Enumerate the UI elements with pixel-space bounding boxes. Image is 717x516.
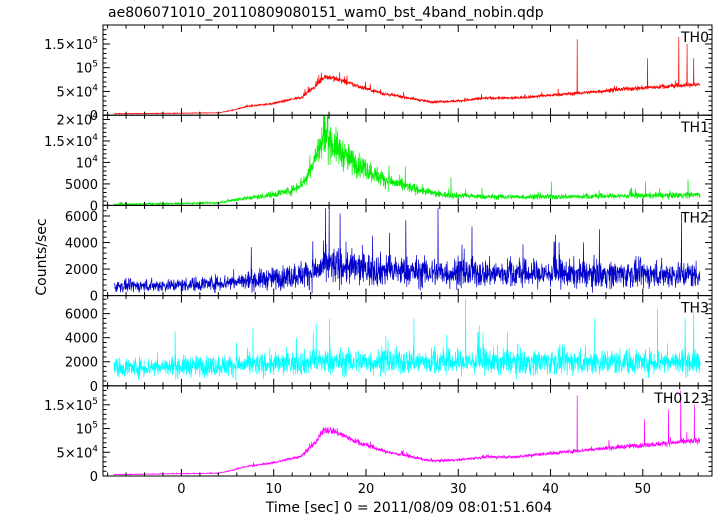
y-tick-label: 1.5×104 [44, 133, 98, 150]
y-tick-label: 105 [76, 60, 98, 77]
y-tick-label: 1.5×105 [44, 36, 98, 53]
series-line-th2 [113, 205, 701, 294]
panel-label-th3: TH3 [680, 301, 709, 317]
panel-frame [102, 385, 713, 477]
x-tick-label: 50 [635, 482, 652, 497]
series-line-th0 [113, 36, 701, 115]
series-line-th0123 [113, 390, 701, 476]
panel-label-th2: TH2 [680, 210, 709, 226]
y-tick-label: 105 [76, 421, 98, 438]
x-tick-label: 10 [265, 482, 282, 497]
y-tick-label: 1.5×105 [44, 397, 98, 414]
panel-frame [102, 24, 713, 116]
y-tick-label: 4000 [65, 237, 98, 252]
y-axis-label: Counts/sec [34, 218, 50, 295]
y-tick-label: 2×104 [57, 111, 99, 128]
panel-frame [102, 295, 713, 387]
y-tick-label: 0 [90, 109, 98, 124]
x-axis-label: Time [sec] 0 = 2011/08/09 08:01:51.604 [265, 500, 553, 516]
series-line-th1 [113, 115, 701, 206]
series-line-th3 [113, 297, 701, 381]
y-tick-label: 4000 [65, 332, 98, 347]
y-tick-label: 6000 [65, 308, 98, 323]
y-tick-label: 0 [90, 380, 98, 395]
x-tick-label: 40 [542, 482, 559, 497]
panel-frame [102, 114, 713, 206]
y-tick-label: 0 [90, 199, 98, 214]
chart-title: ae806071010_20110809080151_wam0_bst_4ban… [108, 5, 544, 21]
panel-th0: 0 5×104 105 1.5×105 TH0 [44, 24, 713, 124]
y-tick-label: 5×104 [57, 83, 99, 100]
y-tick-label: 0 [90, 290, 98, 305]
panel-th2: 0 2000 4000 6000 TH2 [65, 204, 713, 305]
y-tick-label: 5×104 [57, 444, 99, 461]
y-tick-label: 2000 [65, 356, 98, 371]
panel-label-th0123: TH0123 [653, 391, 709, 407]
x-tick-label: 30 [450, 482, 467, 497]
panel-th0123: 0 5×104 105 1.5×105 TH0123 [44, 385, 713, 485]
y-tick-label: 0 [90, 470, 98, 485]
y-tick-label: 2000 [65, 263, 98, 278]
y-tick-label: 104 [76, 154, 99, 171]
x-tick-label: 0 [177, 482, 185, 497]
y-tick-label: 5000 [65, 178, 98, 193]
y-tick-label: 6000 [65, 210, 98, 225]
panel-label-th1: TH1 [680, 120, 709, 136]
panel-th3: 0 2000 4000 6000 TH3 [65, 295, 713, 395]
x-tick-label: 20 [358, 482, 375, 497]
panel-label-th0: TH0 [680, 30, 709, 46]
